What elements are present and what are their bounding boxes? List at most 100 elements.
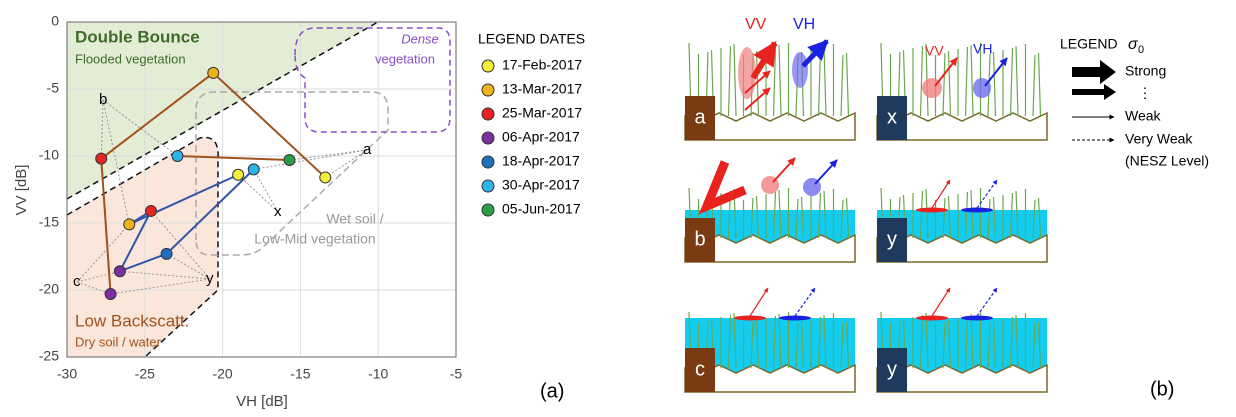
- x-tick-label: -25: [135, 366, 155, 382]
- leader-line: [325, 149, 368, 178]
- grass: [1015, 314, 1019, 369]
- surface-blob: [734, 315, 766, 321]
- grass: [823, 190, 827, 239]
- grass: [750, 197, 754, 239]
- legend-label: 18-Apr-2017: [502, 153, 580, 169]
- grass: [1009, 192, 1014, 239]
- leader-line: [253, 169, 279, 213]
- arrow-vv: [931, 179, 951, 209]
- legend-label: Weak: [1125, 108, 1162, 124]
- legend-title: LEGEND DATES: [478, 31, 585, 47]
- x-axis-label: VH [dB]: [236, 393, 288, 410]
- panel-label: (b): [1150, 378, 1174, 400]
- grass: [919, 190, 924, 239]
- double-bounce-arrow: [698, 160, 747, 215]
- grass: [755, 319, 760, 369]
- legend-label: ⋮: [1138, 85, 1152, 101]
- grass: [778, 44, 782, 117]
- legend-symbol: σ: [1128, 36, 1139, 53]
- data-point: [160, 247, 173, 260]
- arrow-vv: [749, 287, 769, 317]
- grass: [750, 321, 754, 369]
- plot-regions: [67, 22, 456, 357]
- leader-line: [253, 149, 368, 170]
- y-tick-label: -25: [39, 348, 59, 364]
- grass: [800, 196, 805, 239]
- plot-frame: [66, 21, 457, 358]
- ground: [876, 363, 1048, 393]
- panel-label: (a): [540, 380, 564, 402]
- legend-arrow-strong: [1072, 60, 1116, 84]
- grass: [817, 316, 822, 369]
- grass: [778, 313, 782, 369]
- grass: [942, 321, 946, 369]
- annotation-leaders: [76, 99, 368, 295]
- panel-label: y: [887, 228, 897, 250]
- panel-label-box: [685, 218, 715, 262]
- y-tick-label: -10: [39, 147, 59, 163]
- annotation: Wet soil /: [326, 211, 383, 227]
- x-tick-label: -10: [368, 366, 388, 382]
- ground: [684, 233, 856, 263]
- ground: [684, 111, 856, 141]
- diagram: a VV VH x VV VH b y c y: [684, 16, 1048, 393]
- annotation-letter: b: [99, 91, 107, 108]
- leader-line: [166, 253, 211, 280]
- legend-label: 05-Jun-2017: [502, 201, 581, 217]
- panel-label: c: [695, 358, 705, 380]
- grass: [947, 319, 952, 369]
- arrow-vh: [976, 179, 998, 209]
- y-tick-label: -5: [47, 80, 60, 96]
- grass: [964, 46, 969, 117]
- grass: [947, 195, 952, 239]
- leader-line: [150, 210, 211, 280]
- data-point: [207, 66, 220, 79]
- surface-blob: [779, 315, 811, 321]
- series-line: [100, 71, 326, 295]
- annotation: Low Backscatt.: [75, 311, 189, 330]
- legend-marker: [481, 83, 495, 97]
- grass: [795, 198, 799, 239]
- panel-label-box: [877, 96, 907, 140]
- annotation-letter: a: [363, 141, 372, 158]
- panel-label-box: [877, 218, 907, 262]
- grass: [845, 52, 850, 117]
- data-point: [232, 168, 245, 181]
- label-vv: VV: [925, 43, 944, 59]
- legend-marker: [481, 155, 495, 169]
- legend-label: Very Weak: [1125, 131, 1193, 147]
- x-tick-label: -5: [450, 366, 463, 382]
- grass: [817, 192, 822, 239]
- data-point: [123, 218, 136, 231]
- grass: [970, 313, 974, 369]
- grass: [795, 322, 799, 369]
- grass: [947, 50, 952, 117]
- arrow: [744, 87, 771, 111]
- leader-line: [76, 224, 130, 283]
- grass: [942, 52, 946, 117]
- legend-marker: [481, 107, 495, 121]
- leader-line: [76, 270, 121, 283]
- ground: [876, 233, 1048, 263]
- arrow-vh: [984, 57, 1008, 87]
- annotation: Flooded vegetation: [75, 51, 186, 66]
- grass: [919, 314, 924, 369]
- panel-label-box: [685, 348, 715, 392]
- arrow-vv: [931, 287, 951, 317]
- grass: [1032, 199, 1036, 239]
- grass: [942, 197, 946, 239]
- grass: [992, 196, 997, 239]
- grass: [772, 315, 777, 369]
- panel-label: b: [694, 228, 705, 250]
- annotation: Dense: [401, 31, 439, 46]
- panel-label-box: [685, 96, 715, 140]
- scatter-blob: [792, 52, 808, 88]
- grass: [970, 44, 974, 117]
- grass: [1009, 47, 1014, 117]
- grass: [727, 45, 732, 117]
- legend-label: 17-Feb-2017: [502, 57, 582, 73]
- legend-label: Strong: [1125, 63, 1166, 79]
- grass: [840, 199, 844, 239]
- y-tick-label: -20: [39, 281, 59, 297]
